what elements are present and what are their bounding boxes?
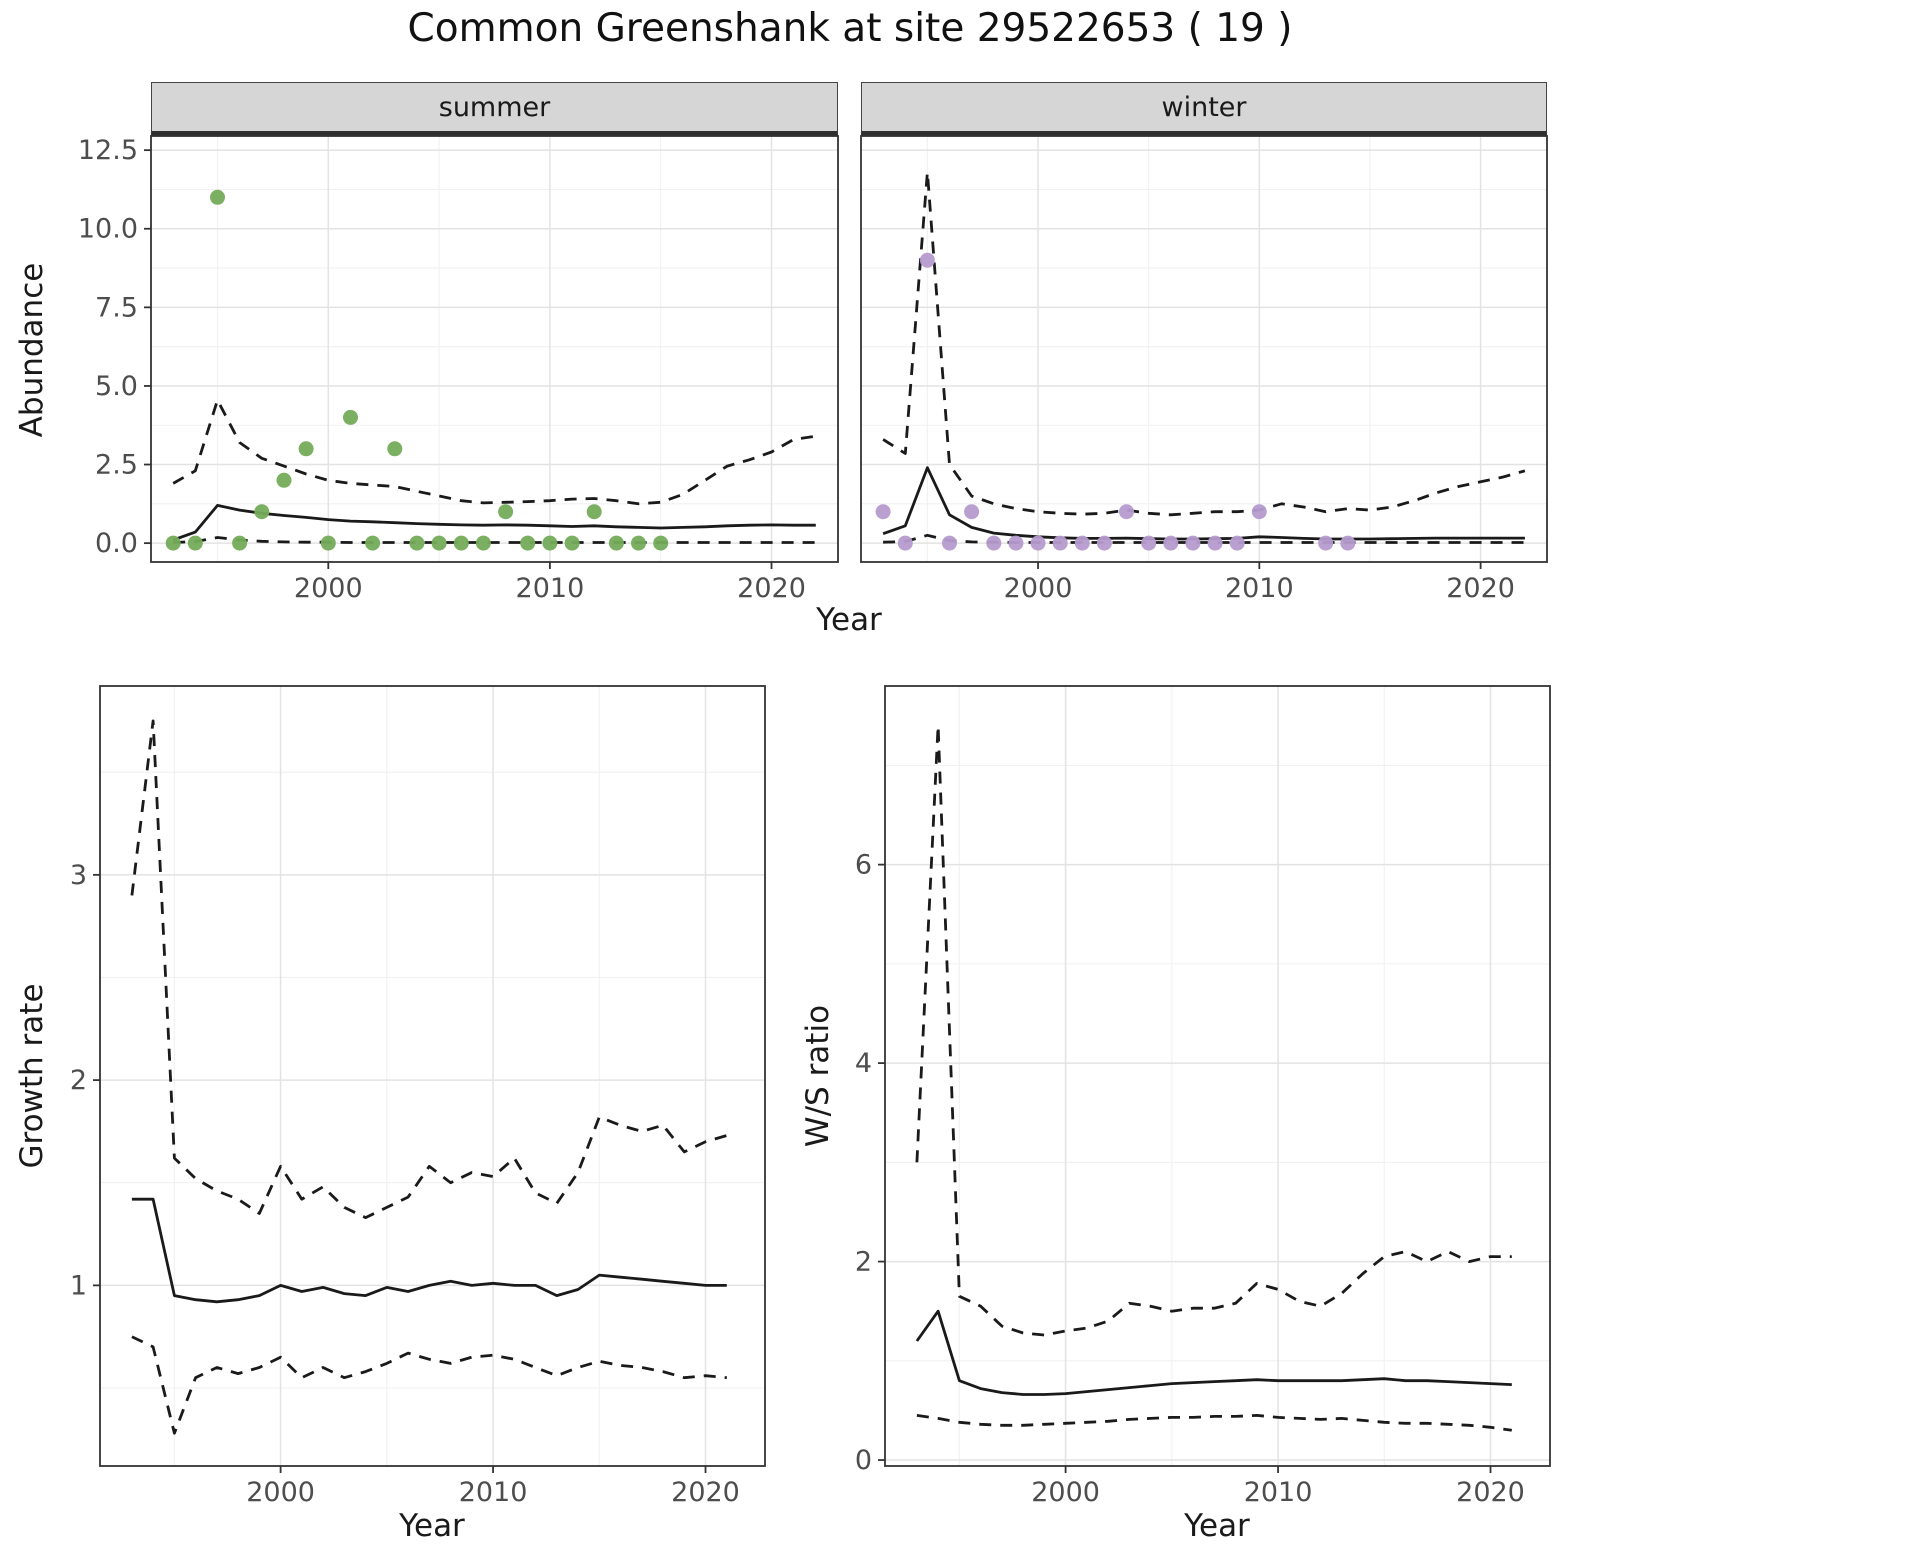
ws-ratio-x-tick-label: 2020 bbox=[1456, 1477, 1525, 1508]
abundance-summer-data-point bbox=[475, 535, 491, 551]
abundance-winter-panel-border bbox=[860, 135, 1548, 563]
growth-rate-x-tick-label: 2020 bbox=[671, 1477, 740, 1508]
abundance-winter-panel-bg bbox=[861, 136, 1547, 562]
ws-ratio-x-tick-label: 2010 bbox=[1244, 1477, 1313, 1508]
abundance-summer-y-tick-label: 0.0 bbox=[95, 528, 138, 559]
abundance-winter-data-point bbox=[919, 252, 935, 268]
abundance-winter-data-point bbox=[1030, 535, 1046, 551]
abundance-summer-x-tick-label: 2000 bbox=[294, 573, 363, 604]
growth-rate-y-tick-label: 1 bbox=[70, 1270, 87, 1301]
abundance-summer-lower_ci-line bbox=[173, 536, 816, 544]
facet-strip-summer: summer bbox=[151, 82, 838, 136]
abundance-summer-upper_ci-line bbox=[172, 398, 817, 506]
abundance-winter-data-point bbox=[1318, 535, 1334, 551]
abundance-summer-data-point bbox=[232, 535, 248, 551]
growth-rate-panel-border bbox=[99, 685, 766, 1467]
facet-strip-winter-label: winter bbox=[1161, 91, 1247, 123]
figure-title: Common Greenshank at site 29522653 ( 19 … bbox=[407, 6, 1293, 51]
abundance-summer-data-point bbox=[453, 535, 469, 551]
abundance-summer-median-line bbox=[172, 504, 816, 542]
abundance-summer-y-tick-label: 10.0 bbox=[78, 214, 138, 245]
abundance-winter-data-point bbox=[964, 504, 980, 520]
abundance-winter-upper_ci-line bbox=[882, 170, 1526, 517]
abundance-winter-x-tick-label: 2000 bbox=[1004, 573, 1073, 604]
year-axis-label-bottom-left: Year bbox=[399, 1508, 465, 1544]
abundance-summer-data-point bbox=[631, 535, 646, 551]
abundance-summer-y-tick-label: 7.5 bbox=[95, 292, 138, 323]
year-axis-label-bottom-right: Year bbox=[1184, 1508, 1250, 1544]
abundance-summer-panel-bg bbox=[151, 136, 838, 562]
abundance-winter-data-point bbox=[1251, 504, 1267, 520]
growth-rate-lower_ci-line bbox=[131, 1335, 727, 1435]
abundance-winter-x-tick-label: 2010 bbox=[1225, 573, 1294, 604]
growth-rate-x-tick-label: 2010 bbox=[459, 1477, 528, 1508]
abundance-winter-data-point bbox=[1119, 504, 1134, 520]
ws-ratio-lower_ci-line bbox=[916, 1414, 1512, 1432]
growth-rate-panel-bg bbox=[100, 686, 765, 1466]
abundance-summer-panel-border bbox=[150, 135, 839, 563]
abundance-winter-data-point bbox=[1096, 535, 1112, 551]
growth-rate-y-tick-label: 3 bbox=[70, 860, 87, 891]
growth-rate-median-line bbox=[131, 1197, 727, 1304]
ws-ratio-upper_ci-line bbox=[915, 724, 1512, 1337]
ws-ratio-panel-bg bbox=[885, 686, 1550, 1466]
abundance-summer-x-tick-label: 2020 bbox=[737, 573, 806, 604]
ws-ratio-median-line bbox=[915, 1309, 1512, 1396]
abundance-summer-data-point bbox=[210, 189, 225, 205]
year-axis-label-top: Year bbox=[816, 602, 882, 638]
ws-ratio-panel-border bbox=[884, 685, 1551, 1467]
abundance-summer-data-point bbox=[431, 535, 447, 551]
abundance-summer-y-tick-label: 12.5 bbox=[78, 135, 138, 166]
ws-ratio-x-tick-label: 2000 bbox=[1031, 1477, 1100, 1508]
abundance-winter-data-point bbox=[1008, 535, 1024, 551]
abundance-summer-data-point bbox=[520, 535, 536, 551]
abundance-summer-data-point bbox=[608, 535, 624, 551]
abundance-summer-data-point bbox=[187, 535, 203, 551]
abundance-summer-data-point bbox=[653, 535, 669, 551]
abundance-winter-data-point bbox=[986, 535, 1002, 551]
abundance-winter-data-point bbox=[1207, 535, 1223, 551]
facet-strip-summer-label: summer bbox=[438, 91, 551, 123]
growth-rate-upper_ci-line bbox=[130, 719, 728, 1219]
abundance-summer-data-point bbox=[298, 441, 314, 457]
abundance-summer-data-point bbox=[320, 535, 336, 551]
abundance-winter-data-point bbox=[1074, 535, 1090, 551]
ws-ratio-y-tick-label: 4 bbox=[855, 1048, 872, 1079]
abundance-summer-data-point bbox=[365, 535, 381, 551]
abundance-summer-data-point bbox=[387, 441, 403, 457]
ws-ratio-y-tick-label: 0 bbox=[855, 1445, 872, 1476]
abundance-winter-data-point bbox=[1163, 535, 1179, 551]
growth-rate-y-tick-label: 2 bbox=[70, 1065, 87, 1096]
abundance-winter-data-point bbox=[1141, 535, 1157, 551]
abundance-summer-data-point bbox=[343, 409, 358, 425]
abundance-winter-data-point bbox=[897, 535, 913, 551]
abundance-summer-x-tick-label: 2010 bbox=[516, 573, 585, 604]
abundance-winter-data-point bbox=[942, 535, 957, 551]
abundance-winter-data-point bbox=[1229, 535, 1245, 551]
abundance-summer-data-point bbox=[409, 535, 425, 551]
growth-rate-x-tick-label: 2000 bbox=[246, 1477, 315, 1508]
abundance-summer-y-tick-label: 5.0 bbox=[95, 371, 138, 402]
abundance-winter-x-tick-label: 2020 bbox=[1446, 573, 1515, 604]
abundance-summer-y-tick-label: 2.5 bbox=[95, 450, 138, 481]
ws-ratio-y-tick-label: 2 bbox=[855, 1247, 872, 1278]
abundance-winter-median-line bbox=[882, 466, 1525, 541]
facet-strip-winter: winter bbox=[861, 82, 1547, 136]
abundance-summer-data-point bbox=[254, 504, 270, 520]
ws-ratio-y-tick-label: 6 bbox=[855, 850, 872, 881]
abundance-winter-data-point bbox=[1052, 535, 1068, 551]
abundance-summer-data-point bbox=[564, 535, 580, 551]
abundance-summer-data-point bbox=[586, 504, 602, 520]
abundance-winter-data-point bbox=[1340, 535, 1356, 551]
abundance-summer-data-point bbox=[276, 472, 292, 488]
abundance-winter-data-point bbox=[1185, 535, 1201, 551]
abundance-summer-data-point bbox=[165, 535, 181, 551]
abundance-summer-data-point bbox=[498, 504, 514, 520]
abundance-winter-data-point bbox=[875, 504, 891, 520]
abundance-summer-data-point bbox=[542, 535, 558, 551]
